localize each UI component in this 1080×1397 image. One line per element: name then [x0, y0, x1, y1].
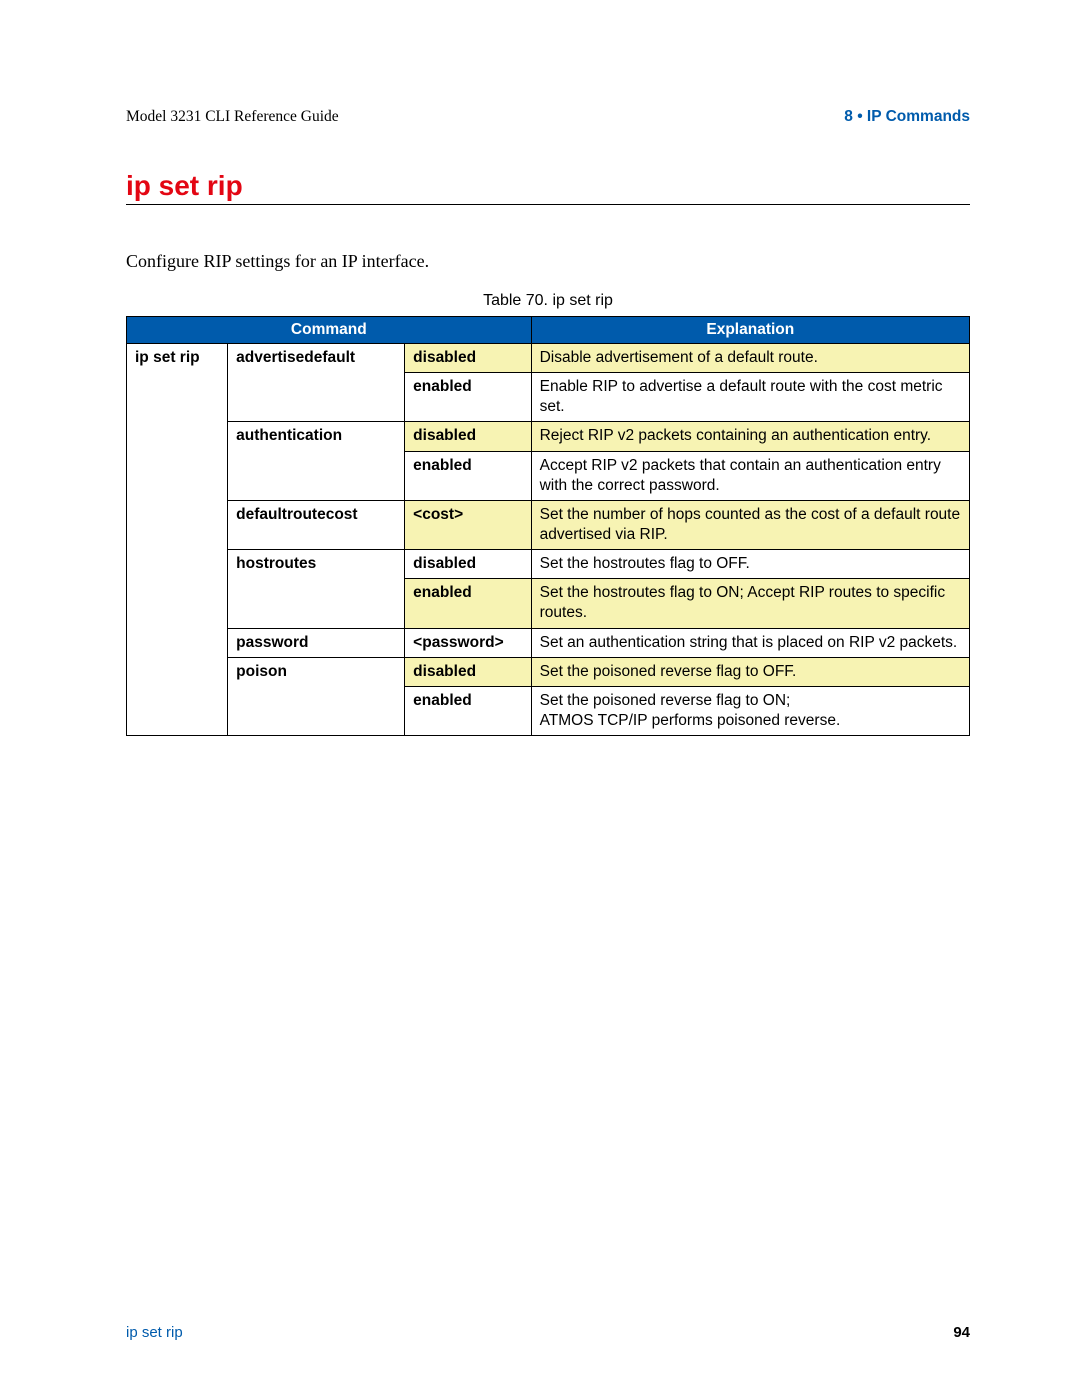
col-command: Command — [127, 317, 532, 344]
cell-subcommand: poison — [228, 657, 405, 735]
cell-option: disabled — [405, 657, 531, 686]
page-header: Model 3231 CLI Reference Guide 8 • IP Co… — [126, 108, 970, 126]
cell-option: <cost> — [405, 500, 531, 549]
table-row: ip set ripadvertisedefaultdisabledDisabl… — [127, 344, 970, 373]
table-row: password<password>Set an authentication … — [127, 628, 970, 657]
cell-explanation: Set the number of hops counted as the co… — [531, 500, 969, 549]
footer-right: 94 — [953, 1324, 970, 1341]
header-right: 8 • IP Commands — [844, 108, 970, 126]
cell-explanation: Set the poisoned reverse flag to ON; ATM… — [531, 686, 969, 735]
cell-option: disabled — [405, 422, 531, 451]
cell-explanation: Accept RIP v2 packets that contain an au… — [531, 451, 969, 500]
table-body: ip set ripadvertisedefaultdisabledDisabl… — [127, 344, 970, 736]
cell-explanation: Enable RIP to advertise a default route … — [531, 373, 969, 422]
cell-option: enabled — [405, 686, 531, 735]
cell-base-command: ip set rip — [127, 344, 228, 736]
cell-subcommand: hostroutes — [228, 550, 405, 628]
header-left: Model 3231 CLI Reference Guide — [126, 108, 339, 126]
table-row: poisondisabledSet the poisoned reverse f… — [127, 657, 970, 686]
col-explanation: Explanation — [531, 317, 969, 344]
cell-subcommand: defaultroutecost — [228, 500, 405, 549]
table-row: hostroutesdisabledSet the hostroutes fla… — [127, 550, 970, 579]
cell-subcommand: advertisedefault — [228, 344, 405, 422]
cell-explanation: Set the poisoned reverse flag to OFF. — [531, 657, 969, 686]
table-caption: Table 70. ip set rip — [126, 292, 970, 310]
intro-text: Configure RIP settings for an IP interfa… — [126, 251, 970, 272]
cell-explanation: Reject RIP v2 packets containing an auth… — [531, 422, 969, 451]
footer-left: ip set rip — [126, 1324, 183, 1341]
table-row: defaultroutecost<cost>Set the number of … — [127, 500, 970, 549]
cell-option: enabled — [405, 579, 531, 628]
cell-explanation: Set the hostroutes flag to OFF. — [531, 550, 969, 579]
cell-option: enabled — [405, 451, 531, 500]
table-row: authenticationdisabledReject RIP v2 pack… — [127, 422, 970, 451]
cell-option: <password> — [405, 628, 531, 657]
cell-explanation: Set an authentication string that is pla… — [531, 628, 969, 657]
cell-option: disabled — [405, 344, 531, 373]
section-title: ip set rip — [126, 170, 970, 205]
cell-option: enabled — [405, 373, 531, 422]
page-footer: ip set rip 94 — [126, 1324, 970, 1341]
cell-option: disabled — [405, 550, 531, 579]
table-header-row: Command Explanation — [127, 317, 970, 344]
cell-explanation: Set the hostroutes flag to ON; Accept RI… — [531, 579, 969, 628]
cell-explanation: Disable advertisement of a default route… — [531, 344, 969, 373]
command-table: Command Explanation ip set ripadvertised… — [126, 316, 970, 736]
cell-subcommand: password — [228, 628, 405, 657]
cell-subcommand: authentication — [228, 422, 405, 500]
